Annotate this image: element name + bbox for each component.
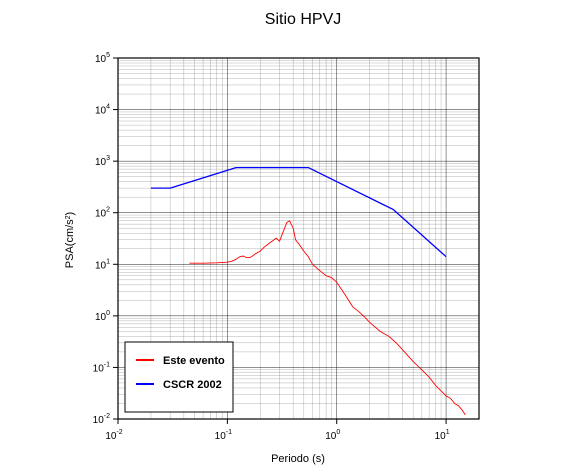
tick-base: 10 <box>95 157 107 168</box>
tick-exponent: -1 <box>226 429 232 436</box>
tick-exponent: 1 <box>106 258 110 265</box>
y-tick-label: 100 <box>95 310 110 323</box>
tick-base: 10 <box>93 415 105 426</box>
y-tick-label: 10-1 <box>93 361 110 374</box>
x-tick-label: 101 <box>435 429 450 442</box>
series-line-este-evento <box>189 220 466 416</box>
y-tick-label: 105 <box>95 52 110 65</box>
tick-base: 10 <box>95 260 107 271</box>
tick-base: 10 <box>325 431 337 442</box>
tick-exponent: -1 <box>104 361 110 368</box>
x-axis-label: Periodo (s) <box>271 453 325 465</box>
y-tick-label: 102 <box>95 207 110 220</box>
x-tick-label: 100 <box>325 429 340 442</box>
x-tick-label: 10-1 <box>215 429 232 442</box>
tick-base: 10 <box>215 431 227 442</box>
series-line-cscr-2002 <box>150 166 447 258</box>
legend: Este evento CSCR 2002 <box>124 341 234 413</box>
legend-label-este-evento: Este evento <box>163 355 225 367</box>
series-layer <box>150 166 466 416</box>
x-tick-labels: 10-2 10-1 100 101 <box>105 429 449 442</box>
tick-base: 10 <box>105 431 117 442</box>
tick-exponent: 0 <box>336 429 340 436</box>
tick-exponent: 0 <box>106 310 110 317</box>
tick-base: 10 <box>95 209 107 220</box>
y-axis-label-close: ) <box>64 212 76 216</box>
y-tick-label: 104 <box>95 104 110 117</box>
y-tick-label: 10-2 <box>93 413 110 426</box>
tick-exponent: 1 <box>446 429 450 436</box>
y-axis-label-main: PSA(cm/s <box>64 219 76 268</box>
plot-frame <box>117 57 480 420</box>
tick-base: 10 <box>95 106 107 117</box>
legend-box <box>124 341 234 413</box>
tick-base: 10 <box>95 312 107 323</box>
tick-exponent: 2 <box>106 207 110 214</box>
y-tick-label: 101 <box>95 258 110 271</box>
y-axis-label: PSA(cm/s2) <box>64 212 76 268</box>
tick-exponent: -2 <box>116 429 122 436</box>
tick-exponent: -2 <box>104 413 110 420</box>
tick-exponent: 5 <box>106 52 110 59</box>
y-axis-label-exp: 2 <box>65 215 72 219</box>
tick-base: 10 <box>93 363 105 374</box>
legend-label-cscr-2002: CSCR 2002 <box>163 379 222 391</box>
tick-exponent: 3 <box>106 155 110 162</box>
tick-base: 10 <box>435 431 447 442</box>
tick-base: 10 <box>95 54 107 65</box>
x-tick-label: 10-2 <box>105 429 122 442</box>
chart-title: Sitio HPVJ <box>265 11 341 28</box>
y-tick-label: 103 <box>95 155 110 168</box>
tick-exponent: 4 <box>106 104 110 111</box>
